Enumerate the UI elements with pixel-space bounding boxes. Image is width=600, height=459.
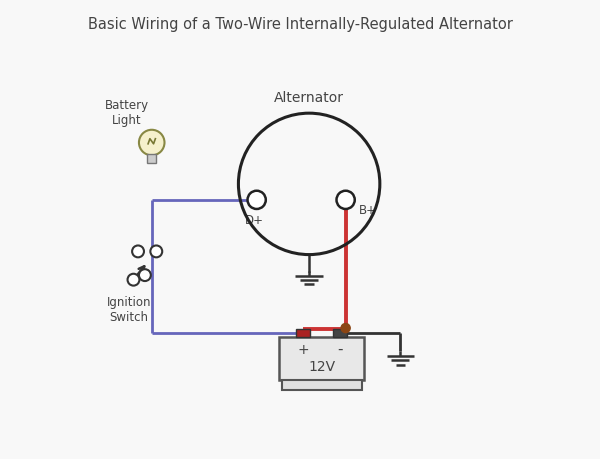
Circle shape xyxy=(128,274,139,285)
Circle shape xyxy=(248,191,266,209)
Text: Basic Wiring of a Two-Wire Internally-Regulated Alternator: Basic Wiring of a Two-Wire Internally-Re… xyxy=(88,17,512,32)
Circle shape xyxy=(139,269,151,281)
Text: D+: D+ xyxy=(245,214,264,228)
Bar xyxy=(334,329,347,337)
Text: Ignition
Switch: Ignition Switch xyxy=(107,296,151,324)
Text: +: + xyxy=(297,343,309,357)
Circle shape xyxy=(341,324,350,333)
Circle shape xyxy=(151,246,162,257)
Bar xyxy=(296,329,310,337)
Text: Battery
Light: Battery Light xyxy=(104,100,149,128)
Bar xyxy=(280,337,364,380)
Text: 12V: 12V xyxy=(308,360,335,374)
Circle shape xyxy=(132,246,144,257)
Circle shape xyxy=(139,130,164,155)
Text: B+: B+ xyxy=(359,204,377,218)
Text: Alternator: Alternator xyxy=(274,91,344,105)
Circle shape xyxy=(337,191,355,209)
Bar xyxy=(282,380,362,390)
Bar xyxy=(147,154,156,162)
Text: -: - xyxy=(337,342,343,357)
